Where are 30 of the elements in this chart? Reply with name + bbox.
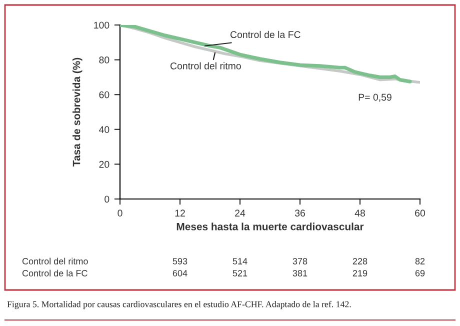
x-tick-label: 0 bbox=[118, 210, 122, 217]
series-label: Control del ritmo bbox=[170, 62, 241, 70]
series-label: Control de la FC bbox=[230, 30, 300, 38]
x-tick-label: 36 bbox=[294, 210, 305, 217]
y-tick-label: 20 bbox=[99, 160, 110, 168]
x-axis-title: Meses hasta la muerte cardiovascular bbox=[176, 222, 364, 230]
y-axis-title: Tasa de sobrevida (%) bbox=[72, 58, 82, 166]
y-tick-label: 80 bbox=[99, 56, 110, 64]
text: Control del ritmo bbox=[22, 258, 88, 264]
x-tick-label: 60 bbox=[415, 210, 426, 217]
text: 381 bbox=[292, 270, 308, 276]
text: 69 bbox=[415, 270, 425, 276]
text: 521 bbox=[232, 270, 248, 276]
y-tick-label: 100 bbox=[94, 22, 110, 29]
x-tick-label: 24 bbox=[235, 210, 246, 216]
text: 219 bbox=[352, 270, 368, 276]
text: 378 bbox=[292, 258, 308, 264]
text: 228 bbox=[352, 258, 368, 264]
y-tick-label: 0 bbox=[104, 196, 110, 203]
y-tick-label: 60 bbox=[99, 91, 110, 98]
text: 514 bbox=[232, 258, 248, 264]
x-tick-label: 48 bbox=[354, 210, 365, 217]
y-tick-label: 40 bbox=[98, 126, 110, 134]
text: Control de la FC bbox=[22, 270, 88, 276]
text: Figura 5. Mortalidad por causas cardiovasculares en el estudio AF-CHF. Adaptado de la ref. 142. bbox=[7, 300, 351, 310]
text: 82 bbox=[415, 258, 425, 264]
annotation: P= 0,59 bbox=[358, 94, 392, 102]
text: 593 bbox=[172, 258, 188, 264]
text: 604 bbox=[172, 270, 188, 276]
x-tick-label: 12 bbox=[175, 210, 185, 216]
